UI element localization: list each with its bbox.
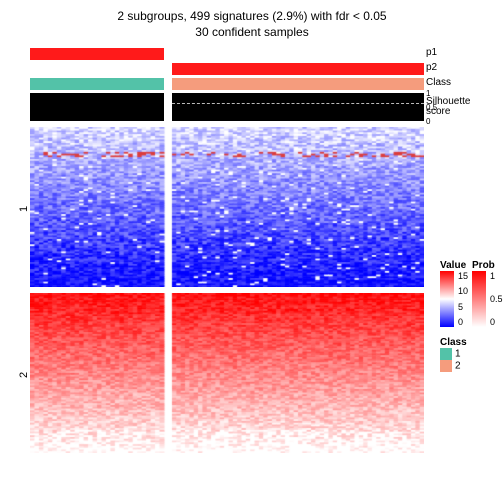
- annot-label-silhouette-2: score: [426, 106, 450, 117]
- legend-class-title: Class: [440, 337, 498, 348]
- legends: Value 151050 Prob 10.50 Class 12: [440, 260, 498, 372]
- heatmap-cluster-2: [30, 293, 424, 453]
- legend-class-item: 2: [440, 360, 498, 372]
- heatmap-cluster-1: [30, 127, 424, 287]
- annot-label-p1: p1: [426, 47, 437, 58]
- annot-label-class: Class: [426, 77, 451, 88]
- title-line1: 2 subgroups, 499 signatures (2.9%) with …: [0, 8, 504, 24]
- title-line2: 30 confident samples: [0, 24, 504, 40]
- legend-prob-title: Prob: [472, 260, 503, 271]
- legend-value-title: Value: [440, 260, 468, 271]
- cluster-label-1: 1: [18, 206, 30, 212]
- cluster-label-2: 2: [18, 372, 30, 378]
- legend-class-item: 1: [440, 348, 498, 360]
- annot-label-p2: p2: [426, 62, 437, 73]
- main-plot: [30, 48, 424, 504]
